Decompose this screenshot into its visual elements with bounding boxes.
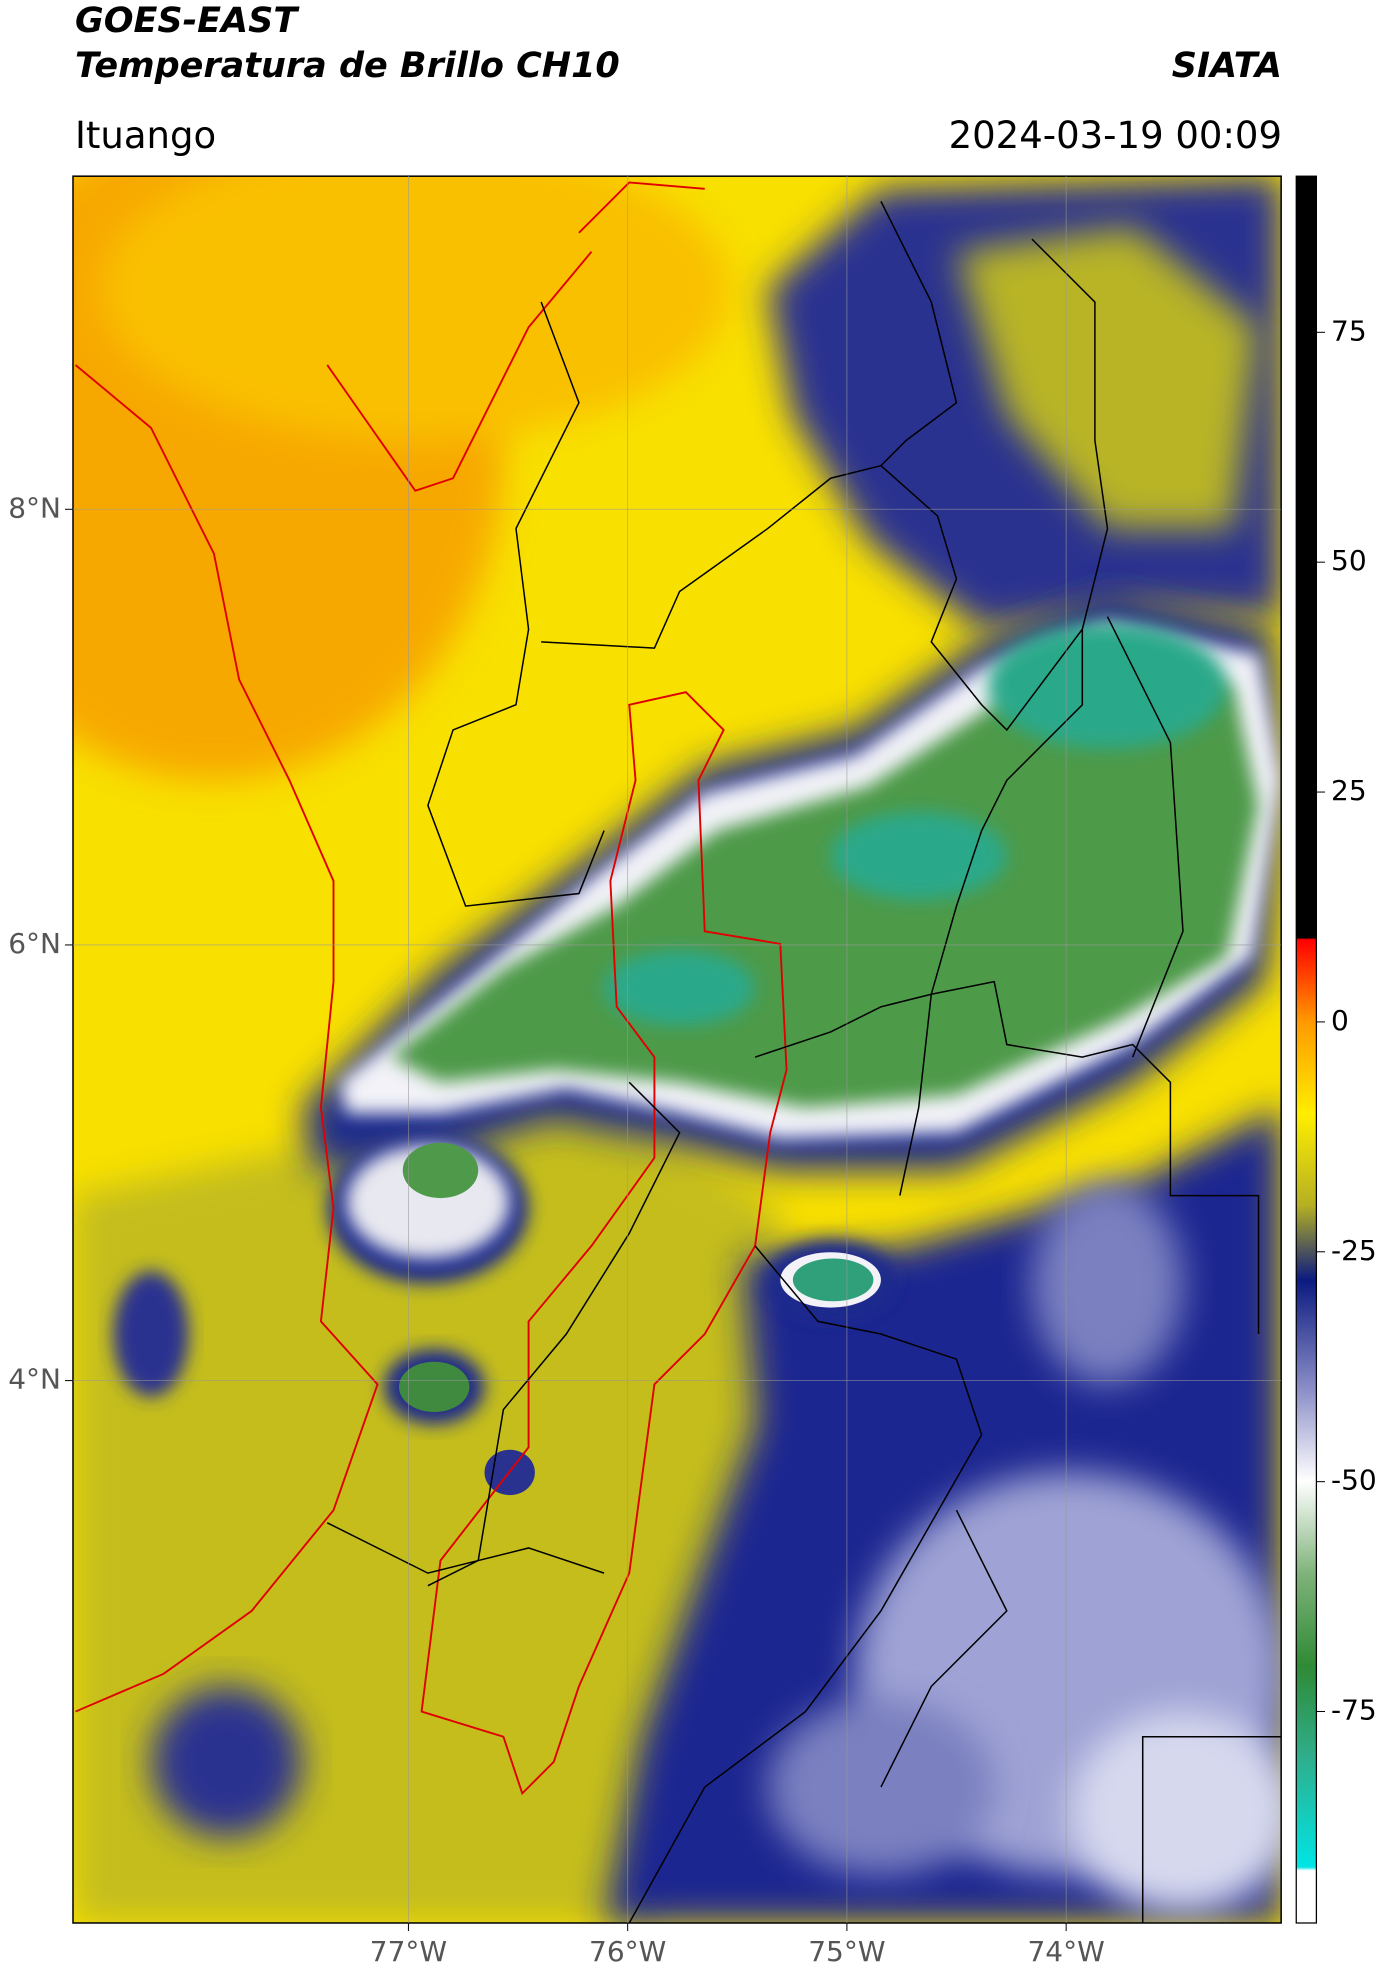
datetime: 2024-03-19 00:09 <box>949 114 1282 157</box>
x-tick-label: 74°W <box>1027 1935 1104 1968</box>
colorbar-tick-label: 0 <box>1331 1004 1349 1037</box>
title: GOES-EAST <box>75 1 300 41</box>
colorbar-tick-label: 25 <box>1331 774 1367 807</box>
colorbar-tick-label: 75 <box>1331 314 1367 347</box>
colorbar-tick-label: -75 <box>1331 1694 1377 1727</box>
x-tick-label: 76°W <box>589 1935 666 1968</box>
y-tick-label: 8°N <box>8 491 61 524</box>
y-tick-label: 6°N <box>8 927 61 960</box>
x-tick-label: 77°W <box>370 1935 447 1968</box>
x-tick-label: 75°W <box>808 1935 885 1968</box>
colorbar <box>1295 175 1318 1924</box>
colorbar-tick-label: 50 <box>1331 544 1367 577</box>
location: Ituango <box>75 114 216 157</box>
colorbar-tick-label: -25 <box>1331 1234 1377 1267</box>
map <box>72 175 1318 1924</box>
subtitle: Temperatura de Brillo CH10 <box>75 46 620 86</box>
colorbar-tick-label: -50 <box>1331 1464 1377 1497</box>
source: SIATA <box>1172 46 1282 86</box>
y-tick-label: 4°N <box>8 1363 61 1396</box>
